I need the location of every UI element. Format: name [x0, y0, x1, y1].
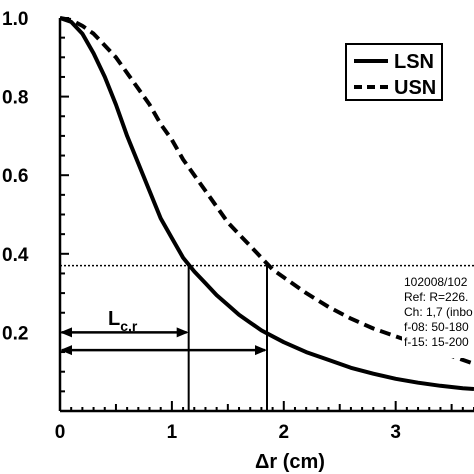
y-tick-label: 0.4 — [2, 245, 29, 266]
x-tick-label: 0 — [55, 422, 66, 443]
x-axis-label: Δr (cm) — [255, 451, 325, 473]
x-tick-label: 2 — [278, 422, 289, 443]
series-line-lsn — [59, 16, 474, 391]
y-tick-label: 0.6 — [2, 166, 28, 187]
legend-label-usn: USN — [394, 77, 436, 99]
y-tick-label: 0.2 — [2, 323, 28, 344]
series-group — [59, 16, 474, 391]
legend-box — [345, 43, 443, 101]
annotation-line: Ref: R=226. — [404, 290, 468, 304]
arrow-head-right-1 — [255, 345, 267, 356]
lc-label-sub: c,r — [120, 318, 138, 334]
x-tick-labels: 0 1 2 3 — [55, 422, 401, 443]
annotation-line: f-08: 50-180 — [404, 320, 469, 334]
x-tick-label: 3 — [390, 422, 401, 443]
y-tick-label: 0.8 — [2, 88, 28, 109]
legend: LSN USN — [345, 43, 443, 101]
annotation-background — [402, 274, 474, 358]
y-tick-label: 1.0 — [2, 9, 28, 30]
annotation-line: 102008/102 — [404, 275, 468, 289]
arrow-head-right-0 — [176, 327, 189, 338]
y-tick-labels: 0.2 0.4 0.6 0.8 1.0 — [2, 9, 29, 344]
annotation-line: f-15: 15-200 — [404, 335, 469, 349]
legend-label-lsn: LSN — [394, 51, 434, 73]
annotation-line: Ch: 1,7 (inbo — [404, 305, 473, 319]
series-line-usn — [59, 16, 474, 366]
crossing-lines — [187, 265, 268, 411]
arrow-head-left-1 — [60, 345, 72, 356]
lc-label: Lc,r — [108, 308, 138, 334]
x-tick-label: 1 — [167, 422, 178, 443]
arrow-head-left-0 — [60, 327, 72, 338]
lc-label-main: L — [108, 308, 120, 330]
arrows-group — [60, 327, 267, 356]
